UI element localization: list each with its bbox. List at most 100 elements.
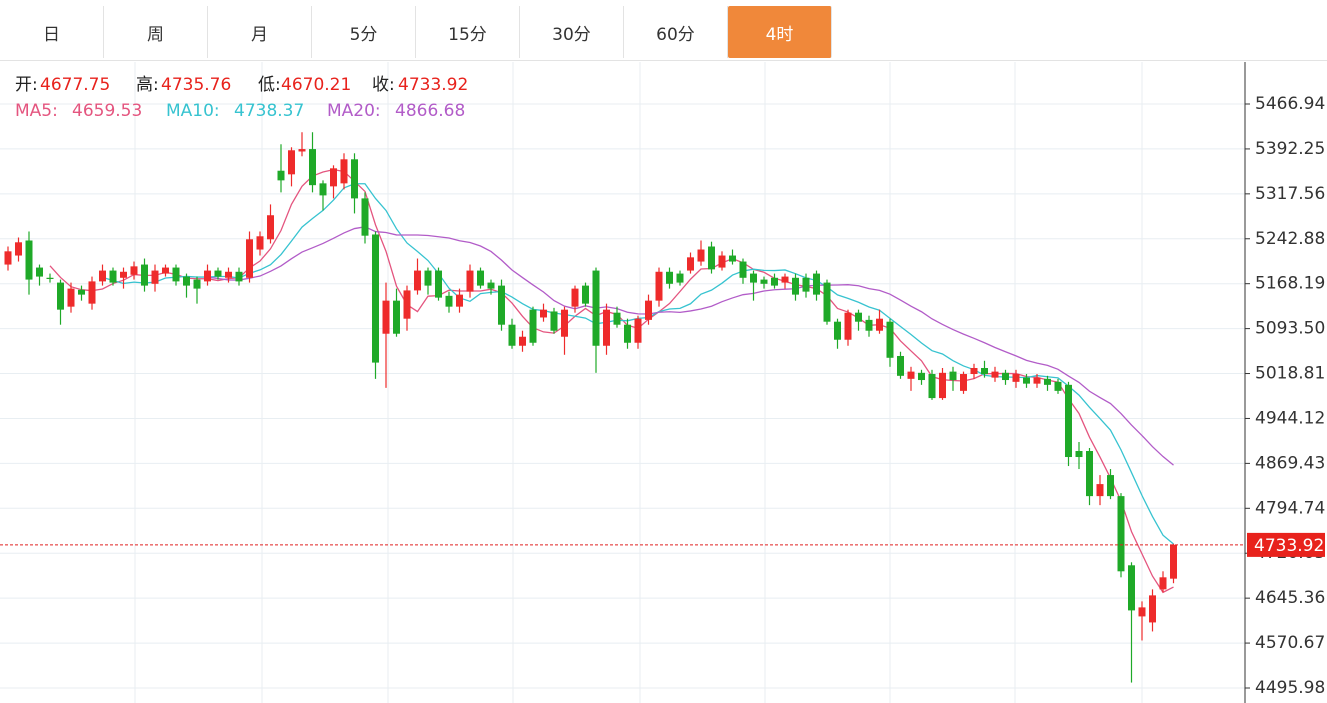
info-value: 4733.92 bbox=[398, 75, 468, 95]
candle-body bbox=[277, 170, 285, 181]
candle-body bbox=[1149, 595, 1156, 623]
candle-body bbox=[1096, 484, 1104, 497]
y-tick-label: 5392.25 bbox=[1255, 139, 1325, 159]
candle-body bbox=[960, 374, 967, 391]
candle-body bbox=[78, 289, 85, 295]
candle-body bbox=[1054, 381, 1062, 391]
candle-body bbox=[319, 183, 327, 196]
candle-body bbox=[466, 270, 474, 292]
y-tick-label: 4869.43 bbox=[1255, 453, 1325, 473]
candle-body bbox=[393, 300, 400, 334]
y-tick-label: 5317.56 bbox=[1255, 184, 1325, 204]
ma-value: 4738.37 bbox=[234, 101, 304, 121]
candle-body bbox=[718, 255, 726, 268]
y-tick-label: 4794.74 bbox=[1255, 498, 1325, 518]
candle-body bbox=[781, 276, 789, 283]
ma-label: MA10: bbox=[166, 101, 220, 121]
ma-value: 4659.53 bbox=[72, 101, 142, 121]
candle-body bbox=[288, 150, 295, 175]
candle-body bbox=[340, 159, 348, 184]
candle-body bbox=[256, 236, 264, 250]
candle-body bbox=[1002, 372, 1009, 381]
candle-body bbox=[309, 149, 316, 186]
candle-body bbox=[246, 239, 253, 278]
y-tick-label: 4944.12 bbox=[1255, 408, 1325, 428]
candle-body bbox=[15, 242, 22, 256]
candle-body bbox=[204, 270, 211, 282]
candle-body bbox=[351, 159, 358, 199]
candle-body bbox=[1065, 384, 1072, 458]
y-tick-label: 5168.19 bbox=[1255, 274, 1325, 294]
candle-body bbox=[792, 277, 799, 295]
candle-body bbox=[1138, 607, 1146, 617]
period-tab[interactable]: 4时 bbox=[728, 6, 832, 58]
candle-body bbox=[582, 285, 589, 304]
candle-body bbox=[120, 271, 127, 278]
candle-body bbox=[1033, 377, 1041, 384]
info-label: 开: bbox=[15, 75, 38, 95]
candle-body bbox=[603, 309, 610, 346]
info-value: 4735.76 bbox=[161, 75, 231, 95]
candle-body bbox=[981, 368, 988, 375]
info-label: 高: bbox=[136, 75, 159, 95]
candle-body bbox=[88, 281, 96, 304]
candle-body bbox=[823, 282, 831, 322]
candle-body bbox=[708, 246, 715, 270]
period-tab[interactable]: 周 bbox=[104, 6, 208, 58]
y-tick-label: 5093.50 bbox=[1255, 319, 1325, 339]
candle-body bbox=[550, 311, 558, 331]
period-tab[interactable]: 5分 bbox=[312, 6, 416, 58]
period-tab[interactable]: 60分 bbox=[624, 6, 728, 58]
candle-body bbox=[1044, 378, 1051, 385]
candle-body bbox=[361, 198, 369, 236]
period-tab[interactable]: 日 bbox=[0, 6, 104, 58]
candle-body bbox=[613, 312, 621, 325]
candle-body bbox=[855, 312, 862, 322]
candle-body bbox=[456, 294, 463, 307]
candle-body bbox=[46, 277, 54, 279]
candle-body bbox=[760, 279, 768, 284]
candle-body bbox=[897, 355, 904, 376]
candle-body bbox=[225, 271, 232, 278]
candle-body bbox=[1023, 377, 1030, 384]
candle-body bbox=[561, 309, 568, 337]
candle-body bbox=[1128, 565, 1135, 611]
candle-body bbox=[487, 282, 495, 289]
candle-body bbox=[130, 266, 138, 275]
candle-body bbox=[235, 271, 243, 282]
candle-body bbox=[991, 371, 999, 378]
candle-body bbox=[162, 267, 169, 274]
candle-body bbox=[592, 270, 600, 346]
candle-body bbox=[183, 276, 190, 286]
ma-value: 4866.68 bbox=[395, 101, 465, 121]
info-label: 收: bbox=[372, 75, 395, 95]
candle-body bbox=[424, 270, 432, 286]
period-tab[interactable]: 月 bbox=[208, 6, 312, 58]
candle-body bbox=[382, 300, 390, 334]
info-label: 低: bbox=[258, 75, 281, 95]
candle-body bbox=[435, 270, 442, 298]
ma-label: MA20: bbox=[327, 101, 381, 121]
candle-body bbox=[498, 285, 505, 325]
candle-body bbox=[330, 168, 337, 187]
candle-body bbox=[687, 257, 694, 271]
candle-body bbox=[4, 251, 12, 265]
candle-body bbox=[645, 300, 652, 320]
candle-body bbox=[67, 288, 75, 307]
candle-body bbox=[445, 295, 453, 307]
candle-body bbox=[109, 270, 117, 283]
candle-body bbox=[193, 279, 201, 289]
candle-body bbox=[813, 273, 820, 295]
period-tab[interactable]: 15分 bbox=[416, 6, 520, 58]
candle-body bbox=[918, 372, 925, 381]
candle-body bbox=[57, 282, 64, 310]
period-tab[interactable]: 30分 bbox=[520, 6, 624, 58]
candle-body bbox=[834, 321, 841, 340]
candle-body bbox=[1159, 577, 1167, 590]
candle-body bbox=[1075, 451, 1083, 458]
candle-body bbox=[1117, 496, 1125, 572]
candle-body bbox=[372, 234, 379, 363]
last-price-label: 4733.92 bbox=[1254, 536, 1324, 556]
candle-body bbox=[1170, 544, 1177, 579]
candle-body bbox=[676, 273, 684, 283]
